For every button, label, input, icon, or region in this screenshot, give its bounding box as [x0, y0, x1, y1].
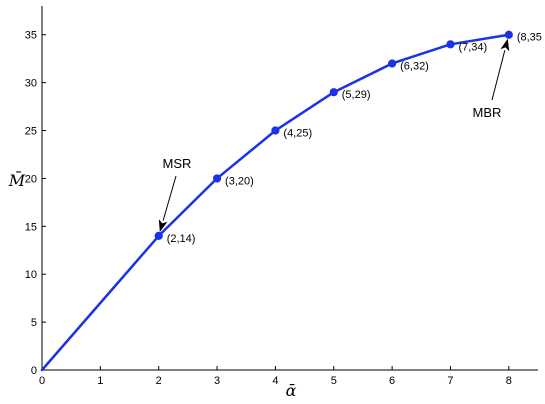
y-axis-title: M̄ — [8, 169, 26, 190]
y-tick-label: 35 — [25, 30, 37, 42]
point-label: (4,25) — [283, 128, 312, 140]
x-tick-label: 3 — [214, 375, 220, 387]
annotation-arrow-shaft — [162, 175, 177, 221]
x-tick-label: 5 — [331, 375, 337, 387]
annotation-arrow-shaft — [491, 50, 506, 101]
y-tick-label: 5 — [31, 317, 37, 329]
x-tick-label: 4 — [272, 375, 278, 387]
annotation-arrow-head — [500, 38, 510, 52]
point-label: (3,20) — [225, 175, 254, 187]
data-point — [446, 40, 455, 49]
y-tick-label: 0 — [31, 365, 37, 377]
data-point — [212, 174, 222, 183]
x-tick-label: 8 — [506, 375, 512, 387]
x-tick-label: 2 — [156, 375, 162, 387]
x-tick-label: 1 — [97, 375, 103, 387]
y-tick-label: 25 — [25, 126, 37, 138]
axes: 0 1 2 3 4 5 6 7 8 0 5 10 15 20 25 30 35 — [25, 6, 538, 387]
point-label: (6,32) — [400, 60, 429, 72]
y-tick-label: 30 — [25, 78, 37, 90]
data-point — [504, 30, 513, 39]
annotation-label: MBR — [473, 105, 502, 120]
annotation-label: MSR — [163, 156, 192, 171]
point-label: (8,35 — [517, 32, 542, 44]
point-label: (7,34) — [458, 41, 487, 53]
y-tick-label: 15 — [25, 221, 37, 233]
point-label: (2,14) — [167, 233, 196, 245]
data-point — [388, 59, 397, 68]
point-labels: (2,14) (3,20) (4,25) (5,29) (6,32) (7,34) (8,3… — [167, 32, 542, 245]
data-point — [271, 126, 280, 135]
annotation-arrow-head — [158, 219, 168, 233]
series-layer — [40, 30, 513, 372]
y-tick-label: 20 — [25, 173, 37, 185]
annotations: MSR MBR — [158, 38, 510, 233]
series-line — [40, 33, 511, 372]
x-tick-label: 6 — [389, 375, 395, 387]
x-tick-label: 0 — [39, 375, 45, 387]
data-point — [154, 231, 163, 240]
x-axis-title: ᾱ — [286, 381, 297, 400]
x-tick-label: 7 — [447, 375, 453, 387]
data-point — [329, 88, 338, 97]
point-label: (5,29) — [342, 89, 371, 101]
y-tick-label: 10 — [25, 269, 37, 281]
